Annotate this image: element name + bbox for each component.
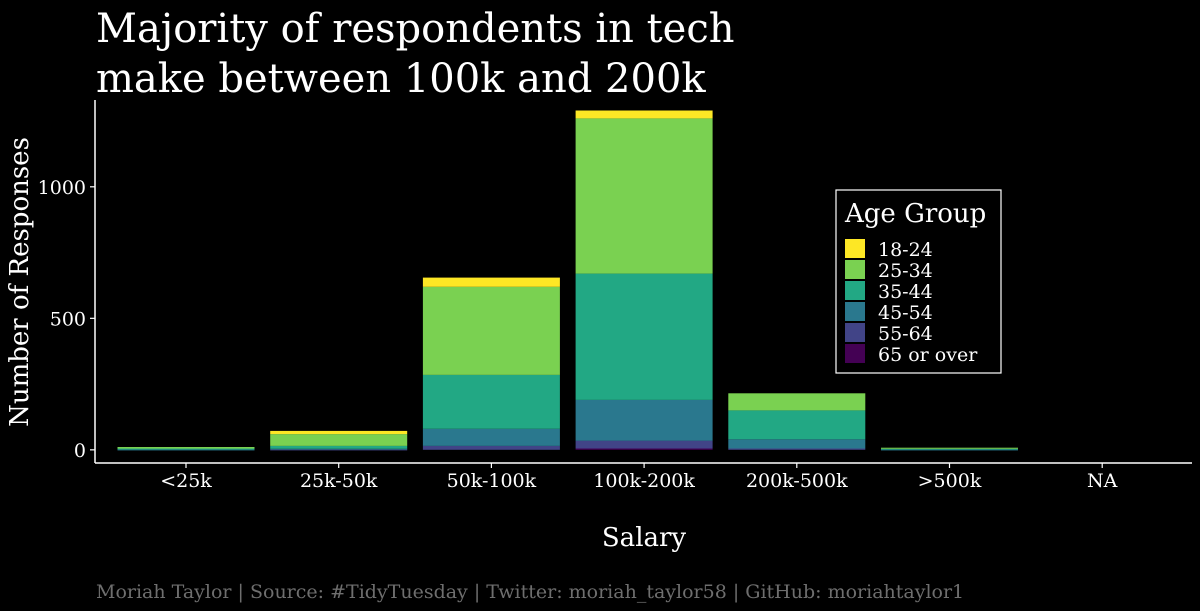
bars-layer bbox=[117, 110, 1018, 451]
x-tick-label: 100k-200k bbox=[593, 470, 695, 492]
x-tick-label: >500k bbox=[918, 470, 982, 492]
x-tick-label: <25k bbox=[160, 470, 212, 492]
x-tick-label: 25k-50k bbox=[300, 470, 378, 492]
bar-100k-200k-65-or-over bbox=[575, 448, 713, 450]
y-ticks-layer: 0 500 1000 bbox=[38, 177, 95, 462]
bar-500k-25-34 bbox=[881, 447, 1018, 449]
bar-200k-500k-25-34 bbox=[728, 393, 866, 411]
x-ticks-layer: <25k 25k-50k 50k-100k 100k-200k 200k-500k >50… bbox=[160, 463, 1118, 492]
x-axis-label: Salary bbox=[602, 523, 687, 553]
bar-200k-500k-45-54 bbox=[728, 439, 866, 449]
x-tick-label: NA bbox=[1087, 470, 1118, 492]
bar-25k-25-34 bbox=[117, 447, 255, 449]
bar-25k-50k-25-34 bbox=[270, 434, 408, 446]
bar-500k-45-54 bbox=[881, 449, 1018, 451]
y-tick-label: 1000 bbox=[38, 177, 86, 199]
bar-50k-100k-35-44 bbox=[422, 374, 560, 429]
bar-25k-50k-35-44 bbox=[270, 445, 408, 449]
bar-25k-35-44 bbox=[117, 448, 255, 450]
legend-label-55-64: 55-64 bbox=[878, 323, 933, 345]
bar-100k-200k-45-54 bbox=[575, 399, 713, 441]
bar-200k-500k-35-44 bbox=[728, 410, 866, 440]
legend-label-35-44: 35-44 bbox=[878, 281, 933, 303]
bar-50k-100k-45-54 bbox=[422, 428, 560, 446]
bar-25k-50k-55-64 bbox=[270, 449, 408, 451]
bar-50k-100k-55-64 bbox=[422, 445, 560, 450]
legend-label-25-34: 25-34 bbox=[878, 260, 933, 282]
bar-500k-35-44 bbox=[881, 448, 1018, 450]
legend-swatch-18-24 bbox=[845, 239, 865, 258]
y-tick-label: 0 bbox=[74, 440, 86, 462]
legend-label-65-or-over: 65 or over bbox=[878, 344, 978, 366]
legend-title: Age Group bbox=[844, 199, 986, 229]
caption: Moriah Taylor | Source: #TidyTuesday | T… bbox=[96, 581, 964, 603]
bar-25k-50k-45-54 bbox=[270, 448, 408, 450]
legend-swatch-55-64 bbox=[845, 323, 865, 342]
y-tick-label: 500 bbox=[50, 308, 86, 330]
bar-100k-200k-25-34 bbox=[575, 118, 713, 274]
bar-25k-50k-18-24 bbox=[270, 430, 408, 435]
legend-swatch-45-54 bbox=[845, 302, 865, 321]
x-tick-label: 50k-100k bbox=[447, 470, 537, 492]
legend-swatch-35-44 bbox=[845, 281, 865, 300]
y-axis-label: Number of Responses bbox=[5, 137, 35, 427]
bar-100k-200k-18-24 bbox=[575, 110, 713, 119]
bar-100k-200k-55-64 bbox=[575, 440, 713, 449]
chart-title-line-2: make between 100k and 200k bbox=[96, 56, 706, 102]
legend-swatch-65-or-over bbox=[845, 344, 865, 363]
bar-100k-200k-35-44 bbox=[575, 273, 713, 400]
legend-label-18-24: 18-24 bbox=[878, 239, 933, 261]
bar-50k-100k-25-34 bbox=[422, 286, 560, 375]
bar-200k-500k-55-64 bbox=[728, 448, 866, 450]
chart-title-line-1: Majority of respondents in tech bbox=[96, 6, 735, 52]
legend-label-45-54: 45-54 bbox=[878, 302, 933, 324]
bar-25k-45-54 bbox=[117, 449, 255, 451]
bar-50k-100k-18-24 bbox=[422, 277, 560, 287]
legend-swatch-25-34 bbox=[845, 260, 865, 279]
x-tick-label: 200k-500k bbox=[746, 470, 848, 492]
